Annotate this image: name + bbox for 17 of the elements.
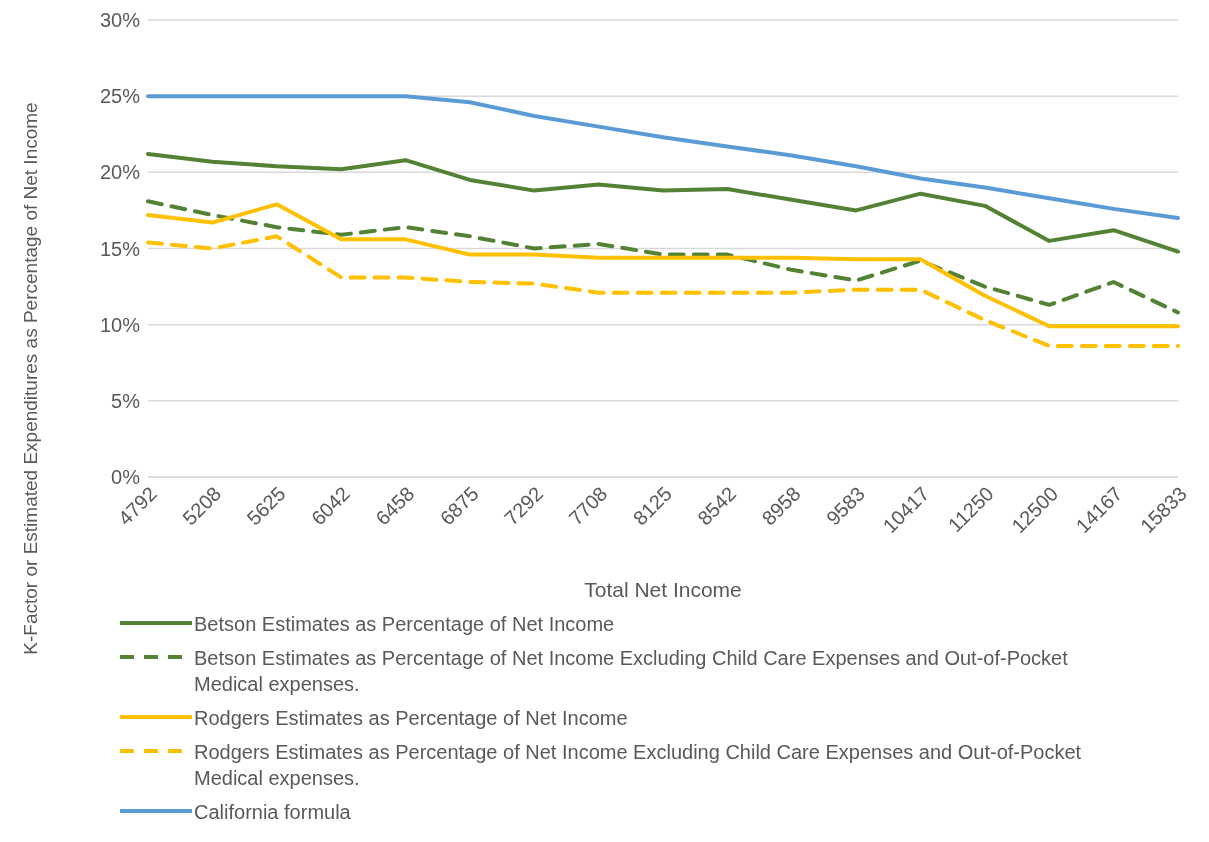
- y-tick-label: 15%: [99, 237, 141, 260]
- y-tick-label: 30%: [99, 9, 141, 32]
- line-series: [146, 152, 1180, 254]
- legend-label: Betson Estimates as Percentage of Net Income: [194, 612, 615, 637]
- y-tick-label: 10%: [99, 313, 141, 336]
- legend-label: Betson Estimates as Percentage of Net Income Excluding Child Care Expenses and Out-of-Pocket Medical expenses.: [194, 646, 1069, 697]
- line-series: [146, 94, 1180, 221]
- y-tick-label: 5%: [111, 389, 141, 412]
- y-tick-label: 25%: [99, 85, 141, 108]
- legend-label: Rodgers Estimates as Percentage of Net Income: [194, 706, 628, 731]
- legend-label: Rodgers Estimates as Percentage of Net Income Excluding Child Care Expenses and Out-of-Pocket Medical expenses.: [194, 740, 1083, 791]
- y-axis-title: K-Factor or Estimated Expenditures as Percentage of Net Income: [20, 102, 42, 655]
- line-series: [146, 234, 1180, 348]
- y-tick-label: 20%: [99, 161, 141, 184]
- legend-label: California formula: [194, 800, 351, 825]
- y-tick-label: 0%: [111, 466, 141, 489]
- x-axis-title: Total Net Income: [584, 578, 742, 601]
